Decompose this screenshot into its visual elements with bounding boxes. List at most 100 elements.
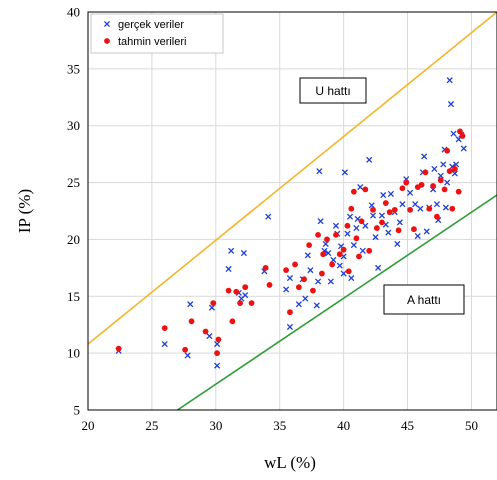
reference-lines: [88, 12, 497, 410]
point-gercek: [396, 219, 403, 226]
point-tahmin: [366, 247, 373, 254]
point-gercek: [161, 340, 168, 348]
a-line-label-box: [383, 284, 465, 315]
x-tick-label: 40: [337, 418, 350, 433]
point-gercek: [184, 352, 191, 359]
point-tahmin: [434, 213, 440, 220]
point-tahmin: [336, 251, 343, 258]
y-tick-label: 10: [67, 346, 80, 361]
point-gercek: [286, 275, 294, 282]
point-tahmin: [362, 186, 369, 193]
point-gercek: [225, 265, 232, 273]
point-gercek: [332, 222, 340, 229]
point-gercek: [359, 247, 366, 254]
point-tahmin: [399, 185, 406, 192]
point-tahmin: [283, 267, 290, 274]
point-tahmin: [449, 205, 456, 212]
point-tahmin: [358, 218, 365, 225]
point-gercek: [444, 179, 451, 186]
point-gercek: [446, 77, 453, 84]
a-line-label: A hattı: [407, 293, 441, 307]
legend-label-gercek: gerçek veriler: [118, 19, 184, 31]
plot-frame: [87, 11, 497, 411]
x-tick-label: 50: [465, 418, 478, 433]
point-tahmin: [455, 188, 462, 195]
point-tahmin: [437, 177, 444, 184]
point-gercek: [302, 295, 309, 302]
legend-box: [90, 13, 224, 54]
point-tahmin: [287, 309, 293, 316]
u-line: [88, 12, 497, 345]
point-tahmin: [379, 219, 385, 226]
point-tahmin: [444, 147, 451, 154]
point-tahmin: [422, 169, 429, 176]
point-tahmin: [306, 242, 313, 249]
point-gercek: [295, 301, 302, 308]
point-tahmin: [233, 288, 240, 295]
point-gercek: [206, 333, 213, 340]
x-tick-label: 25: [145, 418, 158, 433]
y-tick-labels: 5 10 15 20 25 30 35 40: [67, 5, 80, 418]
point-gercek: [433, 201, 440, 208]
y-axis-title: IP (%): [15, 189, 34, 233]
point-tahmin: [382, 200, 389, 206]
point-gercek: [340, 270, 347, 277]
x-axis-title: wL (%): [264, 453, 316, 472]
point-gercek: [327, 278, 334, 285]
point-gercek: [283, 286, 290, 293]
x-tick-label: 45: [401, 418, 414, 433]
data-points: [115, 77, 467, 369]
a-line-annotation: A hattı: [383, 284, 465, 315]
point-tahmin: [115, 345, 122, 352]
point-gercek: [307, 267, 314, 274]
point-tahmin: [407, 206, 413, 213]
point-tahmin: [340, 246, 347, 253]
point-gercek: [385, 229, 392, 236]
point-gercek: [447, 101, 455, 108]
y-tick-label: 15: [67, 289, 80, 304]
point-tahmin: [295, 284, 302, 291]
point-gercek: [286, 323, 294, 331]
y-tick-label: 5: [74, 403, 81, 418]
point-tahmin: [333, 231, 339, 238]
point-tahmin: [459, 133, 466, 139]
y-tick-label: 40: [67, 5, 80, 20]
point-tahmin: [353, 235, 360, 242]
point-gercek: [378, 212, 386, 219]
point-tahmin: [457, 128, 463, 135]
point-gercek: [440, 161, 447, 168]
point-gercek: [423, 228, 430, 235]
point-tahmin: [411, 226, 417, 233]
point-gercek: [369, 212, 377, 219]
point-tahmin: [350, 188, 357, 195]
y-tick-label: 35: [67, 61, 80, 76]
point-gercek: [240, 250, 247, 257]
point-gercek: [421, 153, 428, 160]
point-tahmin: [320, 251, 327, 258]
point-tahmin: [242, 284, 249, 291]
point-tahmin: [237, 300, 243, 307]
point-gercek: [460, 145, 467, 152]
point-tahmin: [329, 261, 336, 268]
point-tahmin: [344, 222, 351, 229]
point-tahmin: [370, 206, 376, 213]
point-tahmin: [391, 206, 398, 213]
point-tahmin: [248, 300, 255, 307]
x-tick-label: 20: [82, 418, 95, 433]
point-gercek: [357, 184, 364, 191]
point-tahmin: [386, 209, 393, 216]
point-gercek: [431, 165, 438, 172]
legend: gerçek veriler tahmin verileri: [90, 13, 224, 54]
point-gercek: [336, 262, 343, 269]
point-tahmin: [210, 300, 217, 307]
point-tahmin: [266, 282, 273, 288]
point-tahmin: [225, 287, 232, 294]
point-gercek: [348, 275, 355, 282]
u-line-label-box: [299, 77, 367, 104]
point-tahmin: [318, 270, 325, 277]
point-tahmin: [229, 318, 236, 325]
point-gercek: [316, 168, 323, 175]
point-tahmin: [202, 328, 209, 335]
point-tahmin: [310, 287, 316, 294]
point-gercek: [380, 192, 387, 199]
